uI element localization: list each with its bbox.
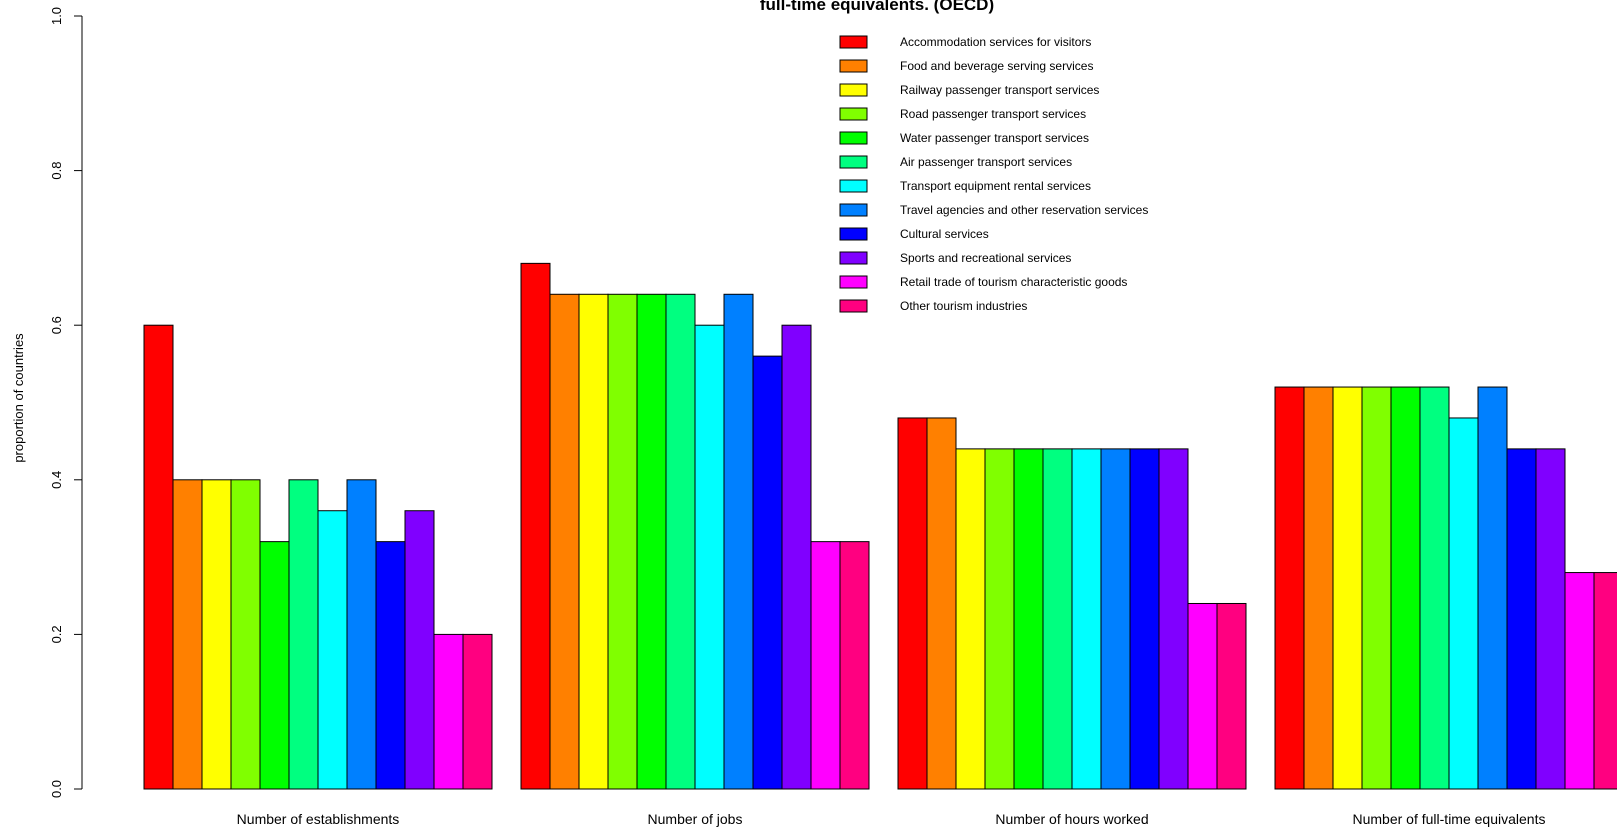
bar — [1071, 448, 1102, 790]
y-tick-label: 0.2 — [49, 625, 64, 643]
bar — [1100, 448, 1131, 790]
bar — [172, 479, 203, 790]
category-label: Number of full-time equivalents — [1353, 811, 1546, 827]
y-axis-label: proportion of countries — [11, 333, 26, 463]
legend-label: Railway passenger transport services — [900, 83, 1099, 97]
legend-swatch — [839, 299, 868, 313]
bar — [839, 541, 870, 790]
bar — [1361, 386, 1392, 790]
legend-swatch — [839, 83, 868, 97]
legend-swatch — [839, 155, 868, 169]
bar — [723, 293, 754, 790]
bar — [1187, 602, 1218, 790]
legend-swatch — [839, 107, 868, 121]
bar — [1332, 386, 1363, 790]
legend-label: Cultural services — [900, 227, 989, 241]
y-tick-label: 0.8 — [49, 162, 64, 180]
bar — [1477, 386, 1508, 790]
bar — [1506, 448, 1537, 790]
legend-swatch — [839, 179, 868, 193]
bar — [984, 448, 1015, 790]
bar — [230, 479, 261, 790]
legend-label: Travel agencies and other reservation se… — [900, 203, 1148, 217]
bar — [1564, 572, 1595, 790]
legend-label: Retail trade of tourism characteristic g… — [900, 275, 1127, 289]
category-labels: Number of establishments Number of jobs Nu… — [237, 811, 1546, 827]
y-tick-label: 0.4 — [49, 471, 64, 489]
bar — [259, 541, 290, 790]
legend-label: Accommodation services for visitors — [900, 35, 1091, 49]
y-tick-label: 1.0 — [49, 7, 64, 25]
bar — [1042, 448, 1073, 790]
chart-title: full-time equivalents. (OECD) — [760, 0, 994, 14]
bar — [404, 510, 435, 790]
bar — [520, 262, 551, 790]
bar — [897, 417, 928, 790]
bars-group — [143, 262, 1617, 790]
bar — [346, 479, 377, 790]
bar — [375, 541, 406, 790]
bar — [549, 293, 580, 790]
bar — [810, 541, 841, 790]
bar — [1535, 448, 1566, 790]
bar — [955, 448, 986, 790]
category-label: Number of establishments — [237, 811, 400, 827]
bar — [201, 479, 232, 790]
bar — [665, 293, 696, 790]
legend-label: Water passenger transport services — [900, 131, 1089, 145]
bar — [1216, 602, 1247, 790]
legend-swatch — [839, 251, 868, 265]
bar — [926, 417, 957, 790]
legend-swatch — [839, 227, 868, 241]
bar — [1593, 572, 1617, 790]
legend: Accommodation services for visitors Food … — [839, 35, 1148, 313]
legend-label: Air passenger transport services — [900, 155, 1072, 169]
y-axis: 0.0 0.2 0.4 0.6 0.8 1.0 — [49, 7, 83, 798]
bar — [1129, 448, 1160, 790]
legend-swatch — [839, 275, 868, 289]
legend-swatch — [839, 59, 868, 73]
bar — [433, 633, 464, 790]
bar — [607, 293, 638, 790]
bar — [1303, 386, 1334, 790]
legend-label: Road passenger transport services — [900, 107, 1086, 121]
legend-swatch — [839, 131, 868, 145]
legend-label: Transport equipment rental services — [900, 179, 1091, 193]
bar — [781, 324, 812, 790]
bar — [143, 324, 174, 790]
bar — [1390, 386, 1421, 790]
bar — [578, 293, 609, 790]
y-tick-label: 0.0 — [49, 780, 64, 798]
bar — [1013, 448, 1044, 790]
category-label: Number of jobs — [648, 811, 743, 827]
bar — [752, 355, 783, 790]
legend-label: Sports and recreational services — [900, 251, 1071, 265]
bar — [636, 293, 667, 790]
category-label: Number of hours worked — [995, 811, 1148, 827]
bar — [1274, 386, 1305, 790]
legend-swatch — [839, 203, 868, 217]
bar — [1448, 417, 1479, 790]
legend-label: Food and beverage serving services — [900, 59, 1093, 73]
bar — [317, 510, 348, 790]
legend-swatch — [839, 35, 868, 49]
bar — [1158, 448, 1189, 790]
bar — [462, 633, 493, 790]
bar — [1419, 386, 1450, 790]
bar — [288, 479, 319, 790]
legend-label: Other tourism industries — [900, 299, 1027, 313]
bar — [694, 324, 725, 790]
y-tick-label: 0.6 — [49, 316, 64, 334]
